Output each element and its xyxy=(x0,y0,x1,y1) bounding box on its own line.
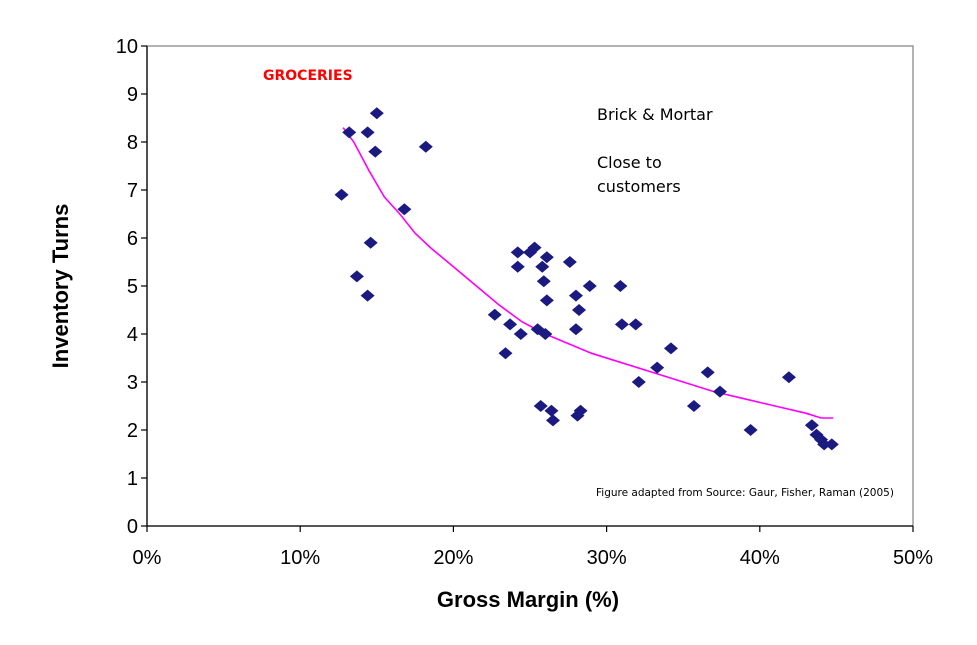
annotation-customers: customers xyxy=(597,177,681,196)
data-point xyxy=(360,289,375,302)
x-tick-label: 40% xyxy=(740,547,780,569)
data-points xyxy=(334,107,839,451)
data-point xyxy=(418,140,433,153)
data-point xyxy=(545,414,560,427)
data-point xyxy=(700,366,715,379)
data-point xyxy=(503,318,518,331)
data-point xyxy=(513,328,528,340)
y-tick-label: 3 xyxy=(127,372,138,394)
category-label: GROCERIES xyxy=(263,68,353,84)
data-point xyxy=(527,241,542,254)
data-point xyxy=(824,438,839,451)
source-note: Figure adapted from Source: Gaur, Fisher… xyxy=(596,487,894,499)
data-point xyxy=(628,318,643,331)
y-axis-title: Inventory Turns xyxy=(48,204,73,369)
data-point xyxy=(360,126,375,139)
y-tick-label: 5 xyxy=(127,276,138,298)
data-point xyxy=(712,385,727,398)
data-point xyxy=(334,188,349,201)
y-tick-label: 6 xyxy=(127,228,138,250)
data-point xyxy=(510,260,525,273)
data-point xyxy=(363,236,378,249)
data-point xyxy=(663,342,678,355)
data-point xyxy=(562,256,577,268)
data-point xyxy=(538,328,553,340)
data-point xyxy=(539,251,554,264)
data-point xyxy=(582,280,597,292)
data-point xyxy=(650,361,665,374)
y-tick-label: 7 xyxy=(127,180,138,202)
y-tick-label: 9 xyxy=(127,84,138,106)
data-point xyxy=(568,289,583,302)
data-point xyxy=(349,270,364,283)
data-point xyxy=(804,419,819,432)
y-tick-label: 0 xyxy=(127,516,138,538)
data-point xyxy=(614,318,629,331)
x-tick-label: 30% xyxy=(587,547,627,569)
data-point xyxy=(498,347,513,360)
data-point xyxy=(573,404,588,417)
data-point xyxy=(817,438,832,451)
data-point xyxy=(535,260,550,273)
annotation-close-to: Close to xyxy=(597,153,662,172)
axes: 0 1 2 3 4 5 6 7 8 9 10 0% 10% 20% 30% 40% 50% xyxy=(116,36,933,569)
data-point xyxy=(397,203,412,216)
annotation-brick-mortar: Brick & Mortar xyxy=(597,105,713,124)
data-point xyxy=(539,294,554,307)
y-tick-label: 4 xyxy=(127,324,138,346)
data-point xyxy=(369,107,384,120)
x-axis-title: Gross Margin (%) xyxy=(437,587,619,612)
y-tick-label: 2 xyxy=(127,420,138,442)
data-point xyxy=(613,280,628,292)
y-tick-label: 1 xyxy=(127,468,138,490)
y-tick-label: 10 xyxy=(116,36,138,58)
y-tick-label: 8 xyxy=(127,132,138,154)
x-tick-label: 0% xyxy=(133,547,162,569)
data-point xyxy=(686,400,701,412)
x-tick-label: 50% xyxy=(893,547,933,569)
data-point xyxy=(510,246,525,259)
data-point xyxy=(533,400,548,412)
data-point xyxy=(568,323,583,336)
data-point xyxy=(544,404,559,417)
data-point xyxy=(572,304,587,316)
data-point xyxy=(631,376,646,388)
data-point xyxy=(781,371,796,384)
x-tick-label: 20% xyxy=(433,547,473,569)
data-point xyxy=(487,308,502,321)
data-point xyxy=(368,145,383,158)
x-tick-label: 10% xyxy=(280,547,320,569)
data-point xyxy=(743,424,758,436)
data-point xyxy=(342,126,357,139)
data-point xyxy=(536,275,551,288)
